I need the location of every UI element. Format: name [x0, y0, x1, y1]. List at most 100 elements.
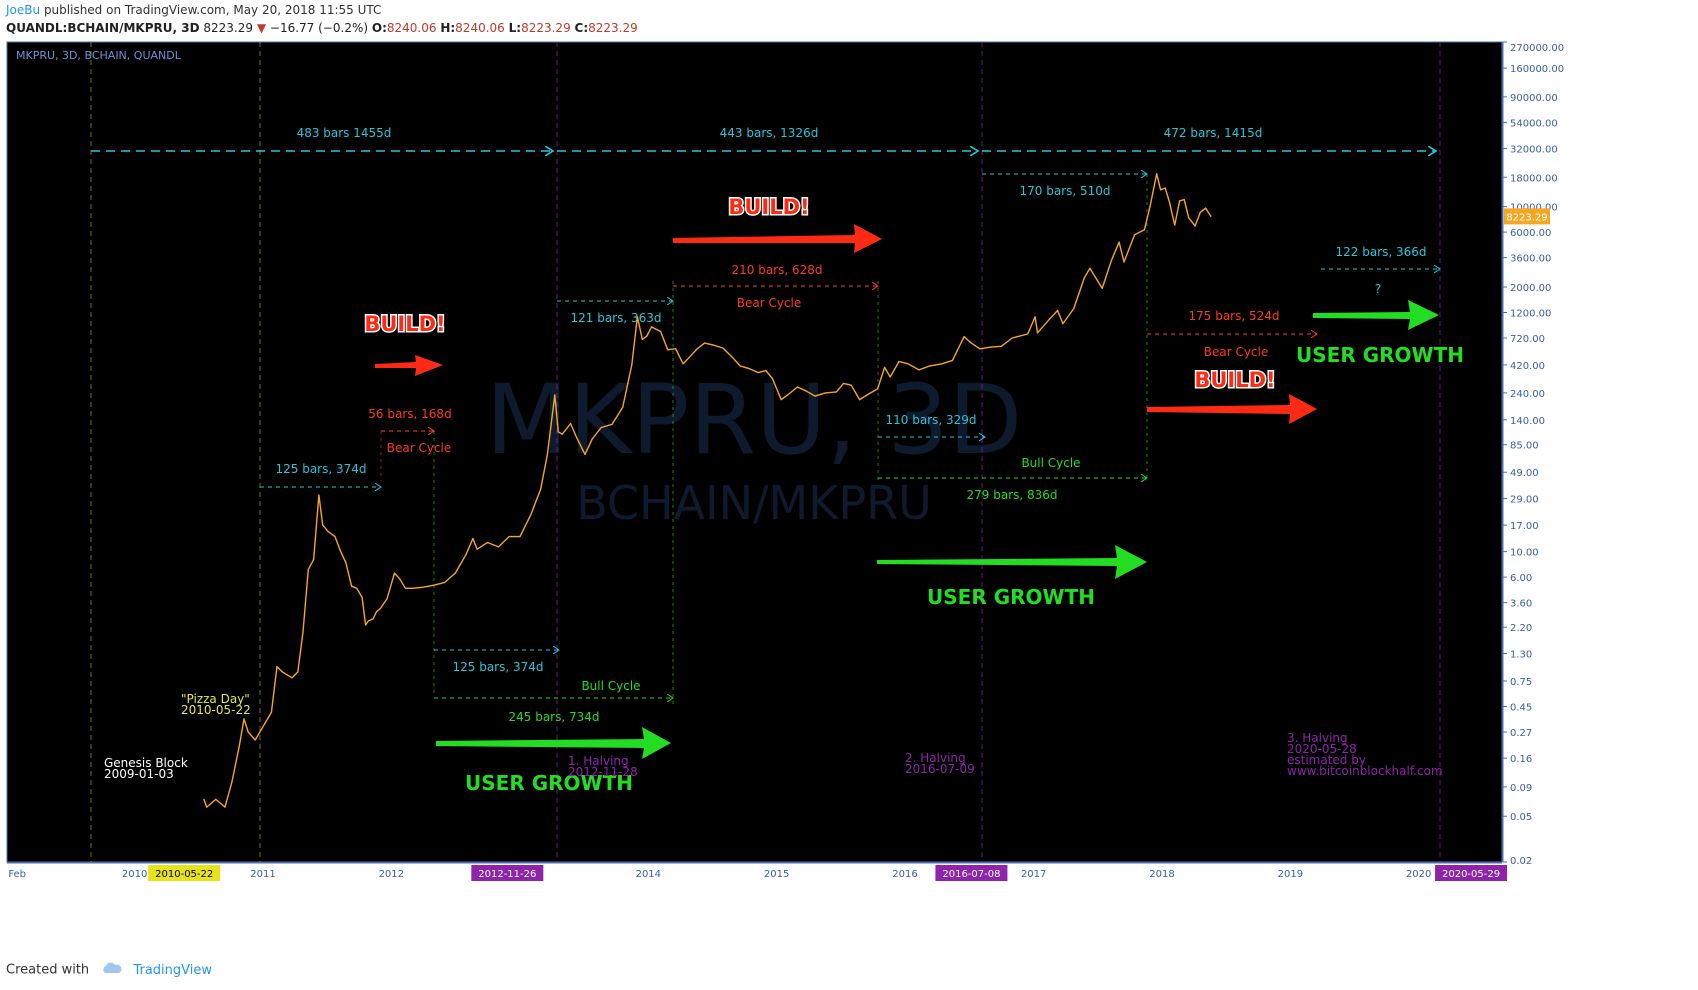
- price-axis-labels: 270000.00 160000.00 90000.00 54000.00 32000.…: [1503, 41, 1564, 867]
- chart-area[interactable]: MKPRU, 3D, BCHAIN, QUANDL MKPRU, 3D BCHA…: [6, 41, 1630, 935]
- price-tick-label: 2.20: [1510, 623, 1532, 634]
- price-point: [465, 553, 467, 555]
- build-label-2014: BUILD!: [728, 195, 809, 219]
- price-point: [1089, 267, 1091, 269]
- price-point: [1143, 229, 1145, 231]
- price-point: [636, 316, 639, 318]
- price-point: [313, 559, 315, 561]
- price-point: [1036, 332, 1039, 334]
- price-point: [444, 581, 446, 584]
- date-highlight-box: [1435, 865, 1508, 881]
- price-point: [508, 536, 510, 538]
- price-point: [530, 514, 532, 516]
- price-point: [1118, 241, 1120, 243]
- price-point: [270, 711, 272, 714]
- tradingview-link[interactable]: TradingView: [133, 962, 212, 978]
- label-170bars: 170 bars, 510d: [1019, 184, 1110, 198]
- genesis-title: Genesis Block: [104, 756, 188, 770]
- price-tick-label: 6000.00: [1510, 228, 1551, 239]
- price-layer: [203, 173, 1212, 808]
- price-point: [696, 348, 698, 350]
- price-point: [667, 349, 669, 351]
- author-link[interactable]: JoeBu: [6, 3, 41, 17]
- pizza-day-date: 2010-05-22: [181, 703, 251, 717]
- price-tick-label: 0.05: [1510, 812, 1532, 823]
- price-tick-label: 140.00: [1510, 416, 1545, 427]
- price-point: [1164, 187, 1166, 189]
- label-bear-cycle-2011: Bear Cycle: [387, 441, 452, 455]
- price-point: [262, 726, 264, 728]
- price-point: [1062, 323, 1064, 325]
- price-point: [557, 431, 559, 433]
- price-point: [650, 326, 653, 328]
- price-tick-label: 32000.00: [1510, 145, 1558, 156]
- price-point: [730, 355, 732, 357]
- price-point: [722, 347, 724, 349]
- red-arrow-2018: [1147, 394, 1317, 424]
- user-growth-label-2020: USER GROWTH: [1296, 343, 1464, 367]
- price-point: [1083, 277, 1085, 279]
- price-point: [519, 536, 521, 538]
- price-point: [476, 548, 478, 550]
- label-245bars: 245 bars, 734d: [508, 710, 599, 724]
- user-growth-label-2013: USER GROWTH: [465, 771, 633, 795]
- price-point: [554, 394, 556, 396]
- price-tick-label: 0.27: [1510, 728, 1532, 739]
- price-point: [805, 390, 807, 392]
- price-point: [682, 363, 684, 365]
- price-point: [584, 453, 586, 455]
- price-tick-label: 18000.00: [1510, 173, 1558, 184]
- price-point: [889, 376, 891, 378]
- price-point: [631, 364, 633, 366]
- price-point: [367, 620, 369, 622]
- price-point: [814, 395, 816, 397]
- price-tick-label: 0.16: [1510, 754, 1532, 765]
- price-tick-label: 85.00: [1510, 441, 1539, 452]
- price-point: [1110, 259, 1112, 262]
- price-point: [345, 562, 347, 564]
- price-point: [575, 436, 577, 438]
- price-point: [1183, 199, 1185, 201]
- price-point: [404, 587, 406, 589]
- price-point: [411, 587, 413, 589]
- price-point: [1210, 215, 1212, 217]
- price-point: [302, 631, 304, 633]
- price-point: [1073, 307, 1075, 310]
- price-point: [254, 739, 256, 741]
- price-point: [286, 674, 288, 676]
- build-label-2018: BUILD!: [1194, 368, 1275, 392]
- price-tick-label: 240.00: [1510, 389, 1545, 400]
- label-110bars: 110 bars, 329d: [885, 413, 976, 427]
- price-tick-label: 1200.00: [1510, 309, 1551, 320]
- price-point: [231, 781, 233, 783]
- price-point: [1048, 318, 1051, 320]
- price-point: [660, 330, 662, 333]
- price-point: [622, 406, 624, 408]
- price-point: [1034, 316, 1036, 318]
- price-point: [611, 423, 613, 425]
- red-arrow-2014: [673, 224, 882, 253]
- user-growth-label-2017: USER GROWTH: [927, 585, 1095, 609]
- price-point: [748, 368, 750, 370]
- price-point: [472, 537, 474, 540]
- price-axis-panel[interactable]: [1503, 42, 1629, 862]
- time-tick-label: 2012-11-26: [478, 869, 536, 880]
- price-point: [990, 346, 992, 348]
- label-210bars: 210 bars, 628d: [731, 263, 822, 277]
- label-121bars: 121 bars, 363d: [570, 311, 661, 325]
- price-point: [307, 568, 309, 571]
- price-tick-label: 270000.00: [1510, 43, 1564, 54]
- time-axis-labels: Feb 2010 2010-05-22 2011 2012 2012-11-26 2014 2…: [8, 865, 1508, 881]
- price-point: [224, 806, 226, 808]
- price-chart[interactable]: MKPRU, 3D, BCHAIN, QUANDL MKPRU, 3D BCHA…: [6, 41, 1630, 935]
- price-tick-label: 3.60: [1510, 599, 1532, 610]
- price-point: [356, 587, 358, 589]
- close-value: 8223.29: [588, 21, 638, 35]
- time-tick-label: 2014: [636, 869, 661, 880]
- close-label: C:: [574, 21, 589, 35]
- time-axis-panel[interactable]: [7, 863, 1502, 883]
- price-point: [203, 798, 205, 801]
- price-point: [206, 806, 208, 808]
- price-point: [351, 585, 353, 587]
- red-arrow-2011: [375, 355, 443, 376]
